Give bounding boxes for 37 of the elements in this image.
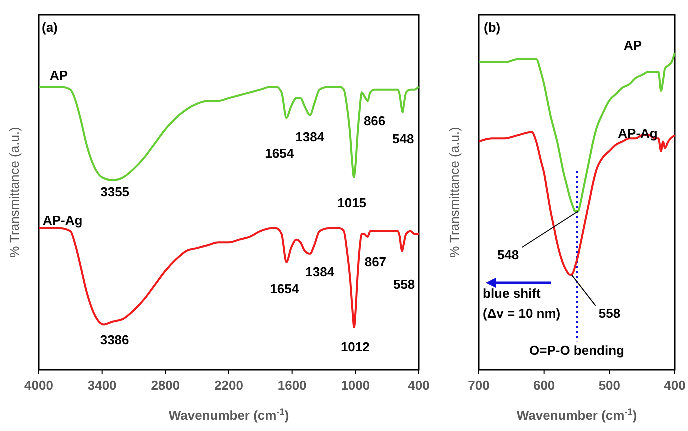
annotation: 1012 xyxy=(340,340,370,355)
series-label: AP-Ag xyxy=(43,213,83,228)
annotation: O=P-O bending xyxy=(530,343,625,358)
x-tick-label: 3400 xyxy=(88,378,117,393)
series-label: AP xyxy=(624,38,642,53)
x-tick-label: 4000 xyxy=(24,378,54,393)
annotation: 1654 xyxy=(265,146,295,162)
annotation: blue shift (Δv = 10 nm) xyxy=(483,286,561,321)
x-tick-label: 600 xyxy=(533,378,556,393)
x-tick-label: 400 xyxy=(664,378,686,393)
annotation: 867 xyxy=(364,254,387,270)
x-tick-label: 1000 xyxy=(341,378,370,393)
x-tick-label: 1600 xyxy=(278,378,307,393)
x-tick-label: 2200 xyxy=(214,378,244,393)
x-tick-label: 500 xyxy=(598,378,621,393)
annotation: 548 xyxy=(497,248,520,262)
text: (a) xyxy=(42,20,58,35)
y-axis-title: % Transmittance (a.u.) xyxy=(447,127,462,258)
annotation: 558 xyxy=(598,306,621,321)
series-label: AP-Ag xyxy=(618,126,658,141)
x-tick-label: 2800 xyxy=(151,378,180,393)
annotation: 866 xyxy=(364,113,386,128)
series-label: AP xyxy=(50,68,68,83)
annotation: 1015 xyxy=(338,196,367,211)
x-tick-label: 400 xyxy=(408,378,430,393)
annotation: 548 xyxy=(392,131,414,146)
x-tick-label: 700 xyxy=(468,378,490,393)
annotation: 1384 xyxy=(296,129,326,144)
annotation: 3386 xyxy=(100,332,130,348)
annotation: 558 xyxy=(393,277,416,292)
annotation: 1654 xyxy=(270,281,300,296)
x-axis-title: Wavenumber (cm$^{-1}$) xyxy=(168,407,290,423)
annotation: 1384 xyxy=(306,264,336,280)
annotation: 3355 xyxy=(100,184,130,200)
text: (b) xyxy=(484,20,501,35)
x-axis-title: Wavenumber (cm$^{-1}$) xyxy=(516,407,638,423)
y-axis-title: % Transmittance (a.u.) xyxy=(7,127,22,258)
